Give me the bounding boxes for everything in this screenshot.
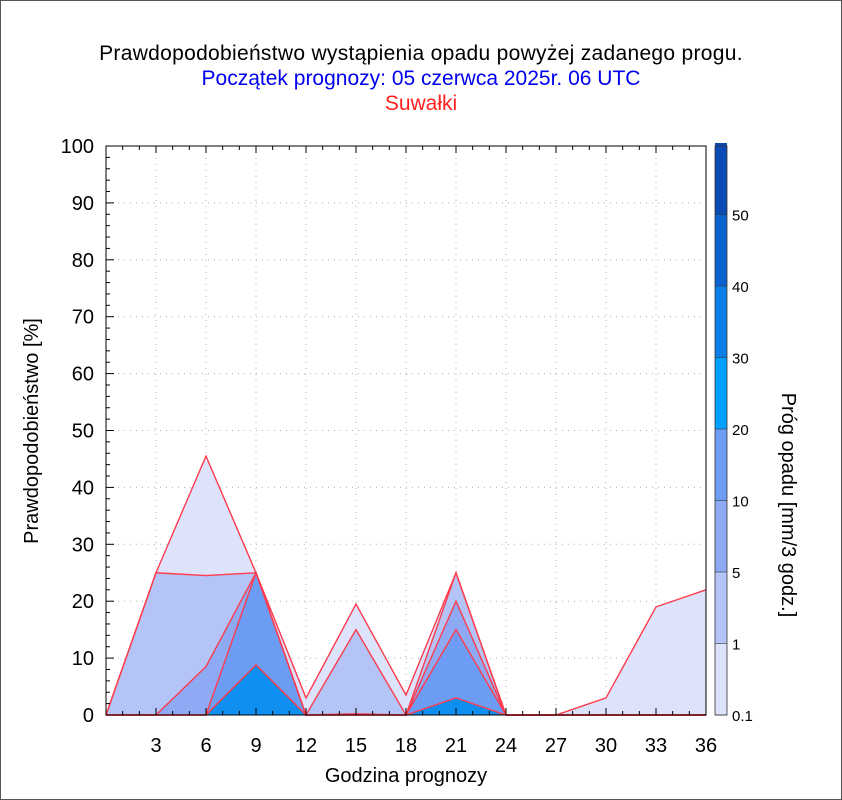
colorbar: 0.1 1 5 10 20 30 40 50 [714, 143, 753, 725]
y-tick-label: 30 [72, 534, 94, 556]
y-tick-label: 50 [72, 421, 94, 443]
x-tick-label: 6 [200, 735, 211, 757]
y-tick-label: 40 [72, 477, 94, 499]
colorbar-tick-label: 1 [732, 637, 740, 654]
x-tick-label: 18 [395, 735, 417, 757]
chart-title: Prawdopodobieństwo wystąpienia opadu pow… [99, 42, 743, 65]
y-tick-label: 100 [61, 136, 94, 158]
colorbar-tick-label: 40 [732, 279, 749, 296]
x-tick-label: 15 [345, 735, 367, 757]
colorbar-tick-label: 5 [732, 565, 740, 582]
x-tick-label: 9 [250, 735, 261, 757]
y-tick-label: 90 [72, 193, 94, 215]
colorbar-segment [715, 572, 727, 644]
colorbar-tick-label: 50 [732, 208, 749, 225]
colorbar-tick-label: 30 [732, 351, 749, 368]
area-outline-0.1 [105, 454, 707, 716]
x-tick-label: 21 [445, 735, 467, 757]
x-tick-label: 27 [545, 735, 567, 757]
colorbar-segment [715, 357, 727, 429]
area-threshold-20 [106, 664, 706, 715]
colorbar-segment [715, 214, 727, 286]
colorbar-segment [715, 429, 727, 501]
x-tick-label: 3 [150, 735, 161, 757]
y-tick-label: 60 [72, 364, 94, 386]
colorbar-tick-label: 10 [732, 494, 749, 511]
y-axis-label: Prawdopodobieństwo [%] [21, 318, 43, 544]
colorbar-tick-label: 20 [732, 422, 749, 439]
colorbar-segment [715, 643, 727, 715]
x-tick-label: 24 [495, 735, 517, 757]
y-tick-label: 20 [72, 591, 94, 613]
x-tick-label: 36 [695, 735, 717, 757]
x-axis-label: Godzina prognozy [325, 765, 487, 787]
x-tick-label: 33 [645, 735, 667, 757]
y-tick-label: 70 [72, 307, 94, 329]
colorbar-segment [715, 500, 727, 572]
y-tick-label: 0 [83, 705, 94, 727]
x-tick-label: 30 [595, 735, 617, 757]
axes: 3 6 9 12 15 18 21 24 27 30 33 360102030405060708090… [61, 136, 718, 757]
colorbar-label: Próg opadu [mm/3 godz.] [777, 393, 799, 618]
x-tick-label: 12 [295, 735, 317, 757]
colorbar-segment [715, 143, 727, 215]
colorbar-segment [715, 286, 727, 358]
y-tick-label: 80 [72, 250, 94, 272]
chart-subtitle: Początek prognozy: 05 czerwca 2025r. 06 … [201, 67, 641, 90]
colorbar-tick-label: 0.1 [732, 708, 753, 725]
chart-location: Suwałki [384, 92, 458, 115]
y-tick-label: 10 [72, 648, 94, 670]
